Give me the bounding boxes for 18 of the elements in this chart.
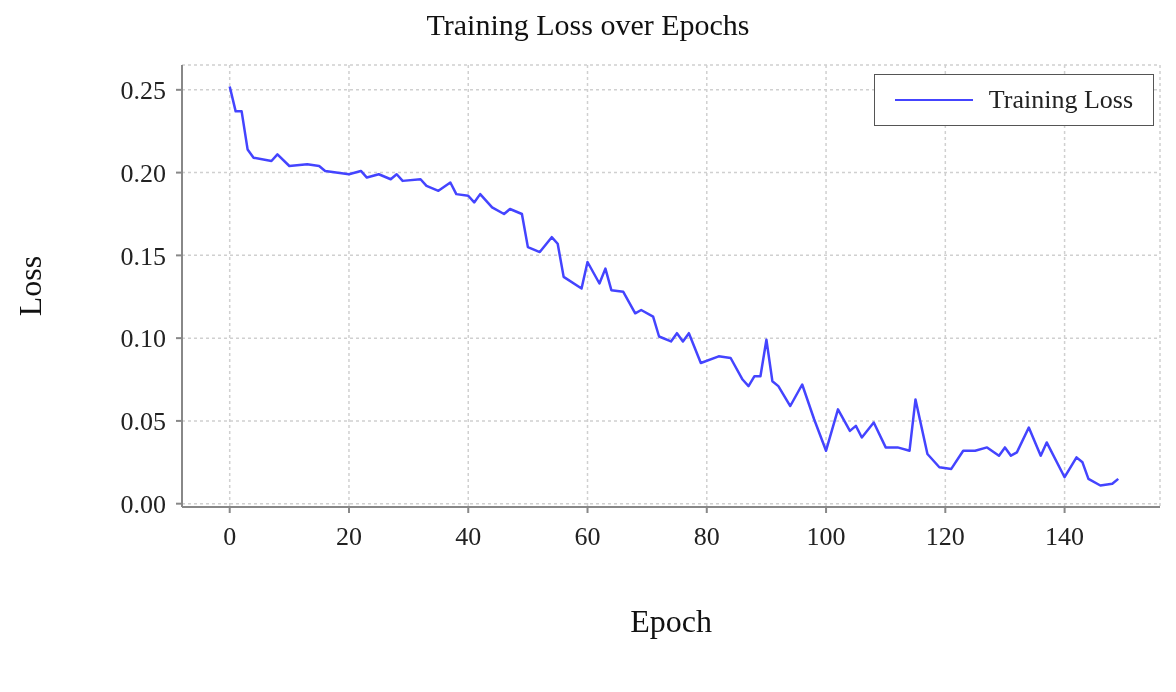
y-tick-label: 0.05 <box>120 407 166 437</box>
x-tick-label: 60 <box>574 522 601 552</box>
y-tick-label: 0.00 <box>120 489 166 519</box>
y-tick-label: 0.15 <box>120 241 166 271</box>
x-tick-label: 100 <box>806 522 846 552</box>
x-tick-label: 80 <box>693 522 720 552</box>
x-tick-label: 20 <box>335 522 362 552</box>
legend-label: Training Loss <box>988 85 1133 115</box>
x-tick-label: 0 <box>223 522 237 552</box>
x-axis-title: Epoch <box>630 603 712 639</box>
chart-title: Training Loss over Epochs <box>425 8 751 42</box>
x-tick-label: 140 <box>1045 522 1085 552</box>
y-tick-label: 0.20 <box>120 158 166 188</box>
y-tick-label: 0.10 <box>120 324 166 354</box>
y-tick-label: 0.25 <box>120 76 166 106</box>
x-tick-label: 40 <box>455 522 482 552</box>
x-tick-label: 120 <box>925 522 965 552</box>
y-axis-title: Loss <box>12 255 49 317</box>
